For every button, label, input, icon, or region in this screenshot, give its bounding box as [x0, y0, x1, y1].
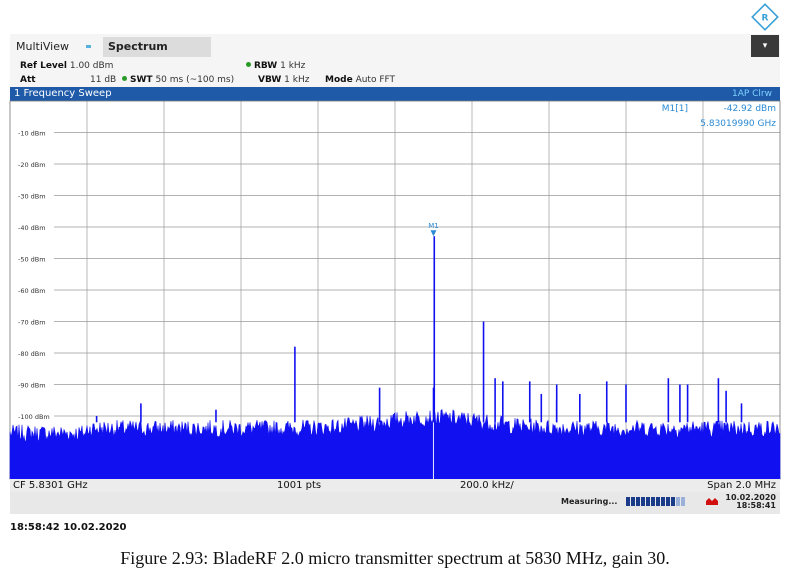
tab-multiview[interactable]: MultiView [16, 40, 69, 53]
vbw-value[interactable]: 1 kHz [284, 75, 310, 85]
progress-segment [666, 497, 670, 506]
marker-level: -42.92 dBm [723, 104, 776, 114]
center-frequency[interactable]: CF 5.8301 GHz [13, 480, 88, 491]
rbw-label: RBW [254, 61, 278, 71]
noise-floor-trace [9, 408, 781, 480]
y-tick-label: -70 dBm [18, 319, 46, 327]
rbw-value[interactable]: 1 kHz [280, 61, 306, 71]
remote-indicator-icon [706, 498, 718, 505]
swt-value[interactable]: 50 ms (~100 ms) [155, 75, 235, 85]
y-tick-labels: -10 dBm -20 dBm -30 dBm -40 dBm -50 dBm -60 d… [18, 130, 50, 453]
progress-segment [631, 497, 635, 506]
progress-segment [651, 497, 655, 506]
progress-segment [626, 497, 630, 506]
status-datetime: 10.02.2020 18:58:41 [720, 494, 776, 510]
svg-text:R: R [762, 14, 769, 24]
sweep-title: 1 Frequency Sweep [14, 88, 112, 99]
rohde-schwarz-logo-icon: R [751, 3, 779, 31]
y-tick-label: -90 dBm [18, 382, 46, 390]
marker-triangle-icon[interactable] [430, 230, 437, 237]
vbw-label: VBW [258, 75, 282, 85]
measurement-parameters: Ref Level 1.00 dBm Att 11 dB SWT 50 ms (… [10, 58, 780, 88]
progress-segment [636, 497, 640, 506]
marker-frequency: 5.83019990 GHz [700, 119, 776, 129]
trace-tag[interactable]: 1AP Clrw [731, 89, 772, 99]
progress-segment [681, 497, 685, 506]
menu-dropdown-button[interactable]: ▾ [751, 35, 779, 57]
att-label: Att [20, 75, 36, 85]
y-tick-label: -100 dBm [18, 413, 50, 421]
progress-segment [656, 497, 660, 506]
swt-label: SWT [130, 75, 153, 85]
figure-caption: Figure 2.93: BladeRF 2.0 micro transmitt… [120, 548, 670, 568]
screenshot-timestamp: 18:58:42 10.02.2020 [10, 522, 127, 533]
progress-segment [641, 497, 645, 506]
status-bar: Measuring... 10.02.2020 18:58:41 [10, 492, 780, 514]
spur-lines [95, 236, 743, 423]
measuring-status: Measuring... [561, 497, 618, 506]
y-tick-label: -30 dBm [18, 193, 46, 201]
y-tick-label: -10 dBm [18, 130, 46, 138]
mode-label: Mode [325, 75, 353, 85]
rbw-coupled-icon [246, 62, 251, 67]
y-tick-label: -50 dBm [18, 256, 46, 264]
tab-indicator-icon [86, 45, 91, 48]
plot-footer: CF 5.8301 GHz 1001 pts 200.0 kHz/ Span 2… [10, 479, 780, 492]
sweep-title-bar: 1 Frequency Sweep 1AP Clrw [10, 87, 780, 101]
ref-level-value[interactable]: 1.00 dBm [69, 61, 114, 71]
tab-bar: MultiView Spectrum ▾ [10, 35, 780, 58]
y-tick-label: -20 dBm [18, 161, 46, 169]
frequency-per-division: 200.0 kHz/ [460, 480, 514, 491]
measurement-progress-bar [626, 497, 686, 506]
y-tick-label: -40 dBm [18, 224, 46, 232]
frequency-span[interactable]: Span 2.0 MHz [707, 480, 776, 491]
status-date: 10.02.2020 [725, 493, 776, 502]
marker-name: M1[1] [662, 104, 688, 114]
mode-value[interactable]: Auto FFT [355, 75, 396, 85]
ref-level-label: Ref Level [20, 61, 67, 71]
progress-segment [676, 497, 680, 506]
att-value[interactable]: 11 dB [90, 75, 117, 85]
sweep-points: 1001 pts [277, 480, 322, 491]
swt-coupled-icon [122, 76, 127, 81]
progress-segment [671, 497, 675, 506]
progress-segment [646, 497, 650, 506]
progress-segment [661, 497, 665, 506]
marker-plot-label: M1 [428, 222, 439, 230]
tab-spectrum[interactable]: Spectrum [103, 37, 211, 57]
y-tick-label: -80 dBm [18, 350, 46, 358]
status-time: 18:58:41 [736, 501, 776, 510]
y-tick-label: -60 dBm [18, 287, 46, 295]
